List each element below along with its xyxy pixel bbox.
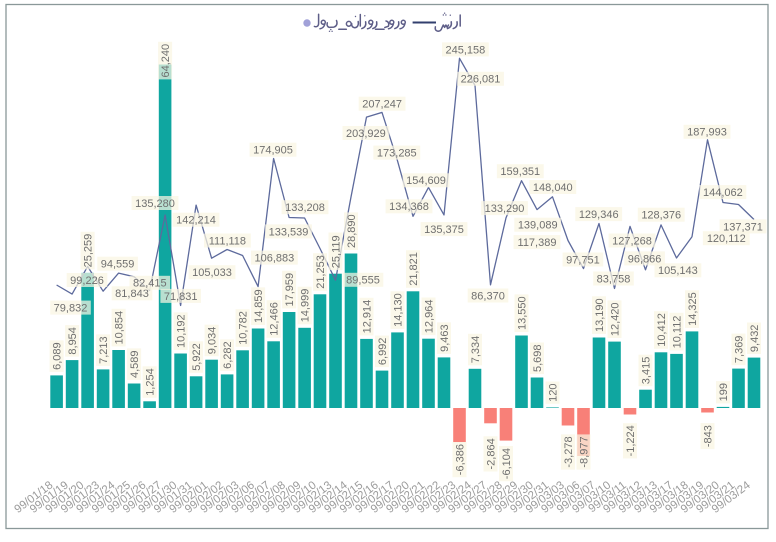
svg-text:-6,104: -6,104: [501, 448, 513, 479]
svg-text:7,334: 7,334: [470, 336, 482, 364]
svg-text:13,550: 13,550: [516, 296, 528, 330]
svg-text:12,420: 12,420: [609, 302, 621, 336]
svg-text:1,254: 1,254: [144, 368, 156, 396]
svg-text:17,959: 17,959: [284, 273, 296, 307]
svg-text:10,854: 10,854: [113, 311, 125, 345]
svg-text:86,370: 86,370: [471, 290, 505, 302]
svg-text:133,539: 133,539: [269, 226, 309, 238]
svg-text:12,466: 12,466: [268, 302, 280, 336]
svg-text:137,371: 137,371: [723, 221, 763, 233]
svg-text:6,992: 6,992: [377, 338, 389, 366]
svg-text:82,415: 82,415: [133, 278, 167, 290]
svg-text:159,351: 159,351: [500, 166, 540, 178]
svg-text:8,954: 8,954: [67, 327, 79, 355]
svg-text:28,890: 28,890: [346, 214, 358, 248]
svg-text:7,369: 7,369: [733, 336, 745, 364]
svg-text:207,247: 207,247: [362, 99, 402, 111]
svg-text:9,463: 9,463: [439, 324, 451, 352]
svg-text:97,751: 97,751: [566, 254, 600, 266]
svg-text:245,158: 245,158: [446, 44, 486, 56]
svg-text:-6,386: -6,386: [454, 444, 466, 475]
svg-text:12,914: 12,914: [361, 300, 373, 334]
svg-text:148,040: 148,040: [533, 182, 573, 194]
svg-text:64,240: 64,240: [160, 44, 172, 78]
svg-text:4,589: 4,589: [129, 350, 141, 378]
svg-text:187,993: 187,993: [687, 127, 727, 139]
svg-text:144,062: 144,062: [703, 187, 743, 199]
svg-text:12,964: 12,964: [423, 300, 435, 334]
svg-text:99,226: 99,226: [70, 275, 104, 287]
svg-text:13,190: 13,190: [594, 298, 606, 332]
svg-text:120,112: 120,112: [707, 233, 746, 245]
svg-text:14,999: 14,999: [299, 289, 311, 323]
svg-text:10,412: 10,412: [656, 313, 668, 347]
svg-text:199: 199: [718, 383, 730, 401]
svg-text:139,089: 139,089: [518, 220, 558, 232]
svg-text:120: 120: [547, 384, 559, 402]
svg-text:96,866: 96,866: [628, 253, 662, 265]
svg-text:129,346: 129,346: [579, 209, 619, 221]
svg-text:-8,977: -8,977: [578, 436, 590, 467]
svg-text:106,883: 106,883: [255, 253, 295, 265]
svg-text:6,282: 6,282: [222, 341, 234, 369]
svg-text:-3,278: -3,278: [563, 436, 575, 467]
svg-text:10,112: 10,112: [671, 316, 683, 349]
svg-text:79,832: 79,832: [54, 303, 88, 315]
svg-text:14,859: 14,859: [253, 289, 265, 323]
svg-text:-1,224: -1,224: [625, 425, 637, 456]
svg-text:25,119: 25,119: [330, 235, 342, 268]
svg-text:135,375: 135,375: [424, 224, 464, 236]
svg-text:9,034: 9,034: [206, 327, 218, 355]
svg-text:6,089: 6,089: [51, 342, 63, 370]
svg-text:-843: -843: [702, 425, 714, 447]
svg-text:133,208: 133,208: [285, 202, 325, 214]
svg-text:5,698: 5,698: [532, 344, 544, 372]
svg-text:21,821: 21,821: [408, 252, 420, 286]
svg-text:203,929: 203,929: [346, 128, 386, 140]
svg-text:5,922: 5,922: [191, 343, 203, 371]
svg-text:83,758: 83,758: [597, 273, 631, 285]
svg-text:226,081: 226,081: [461, 74, 501, 86]
svg-text:133,290: 133,290: [485, 203, 525, 215]
svg-text:134,368: 134,368: [389, 201, 429, 213]
svg-text:142,214: 142,214: [176, 215, 216, 227]
svg-text:128,376: 128,376: [641, 210, 681, 222]
svg-text:81,843: 81,843: [115, 288, 149, 300]
svg-text:14,130: 14,130: [392, 293, 404, 327]
svg-text:94,559: 94,559: [101, 259, 135, 271]
svg-text:135,280: 135,280: [135, 198, 175, 210]
svg-text:14,325: 14,325: [687, 292, 699, 326]
svg-text:25,259: 25,259: [82, 234, 94, 268]
svg-text:10,192: 10,192: [175, 314, 187, 348]
svg-text:111,118: 111,118: [209, 235, 246, 247]
svg-text:174,905: 174,905: [253, 145, 293, 157]
svg-text:71,831: 71,831: [164, 291, 198, 303]
svg-text:105,033: 105,033: [192, 267, 232, 279]
svg-text:117,389: 117,389: [518, 237, 557, 249]
svg-text:21,253: 21,253: [315, 255, 327, 289]
svg-text:127,268: 127,268: [612, 235, 652, 247]
svg-text:10,782: 10,782: [237, 311, 249, 345]
svg-text:173,285: 173,285: [377, 148, 417, 160]
svg-text:9,432: 9,432: [749, 325, 761, 353]
svg-text:7,213: 7,213: [98, 336, 110, 364]
svg-text:89,555: 89,555: [346, 275, 380, 287]
svg-text:105,143: 105,143: [658, 265, 698, 277]
svg-text:-2,864: -2,864: [485, 438, 497, 469]
svg-text:3,415: 3,415: [640, 357, 652, 385]
svg-text:154,609: 154,609: [406, 175, 446, 187]
